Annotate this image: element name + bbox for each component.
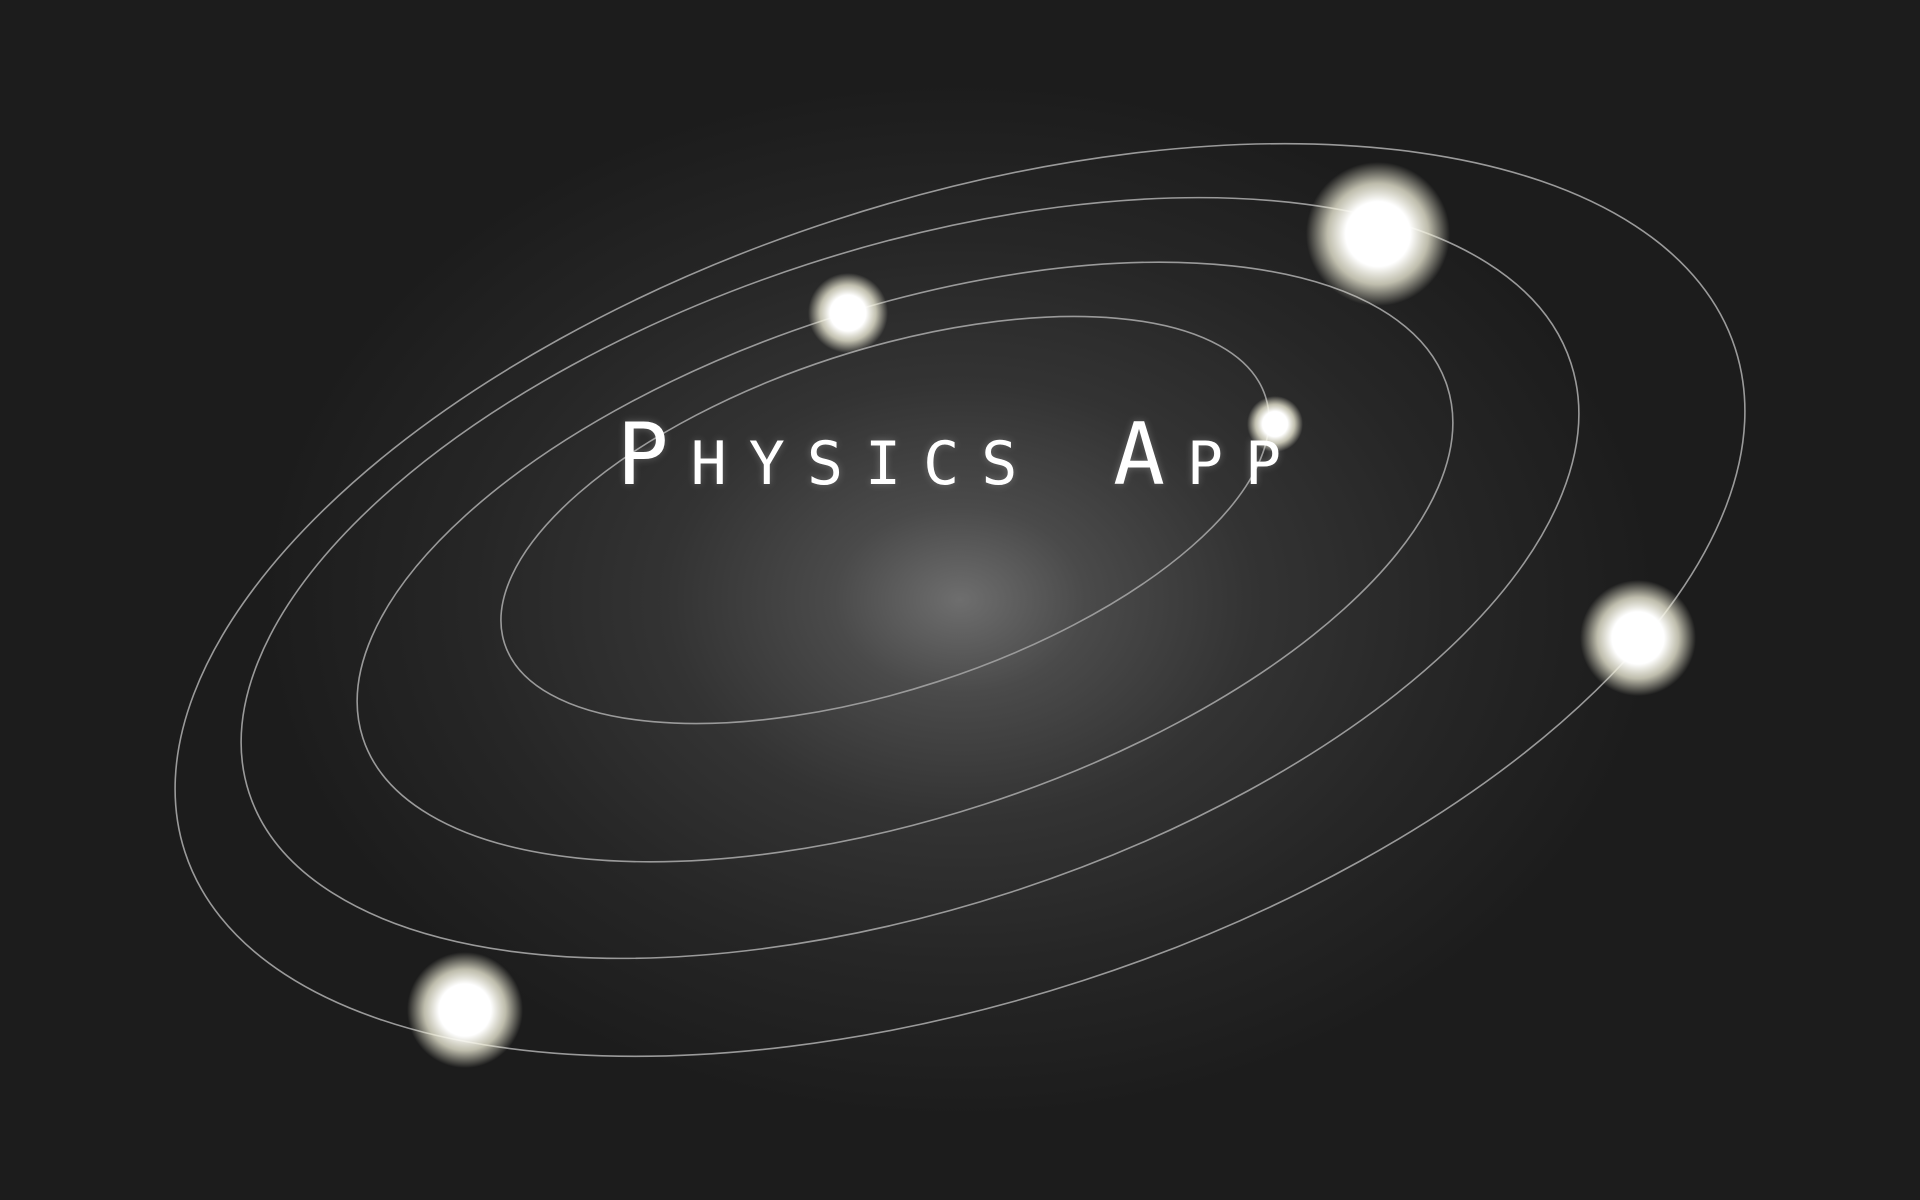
planet-body bbox=[407, 952, 523, 1068]
planet-body bbox=[808, 273, 888, 353]
planet-body bbox=[1247, 396, 1303, 452]
orbit-path bbox=[240, 196, 1580, 960]
orbit-path bbox=[174, 142, 1746, 1058]
planet-body bbox=[1306, 162, 1450, 306]
orbit-path bbox=[500, 315, 1270, 725]
planet-body bbox=[1580, 580, 1696, 696]
app-title: Physics App bbox=[616, 405, 1304, 505]
